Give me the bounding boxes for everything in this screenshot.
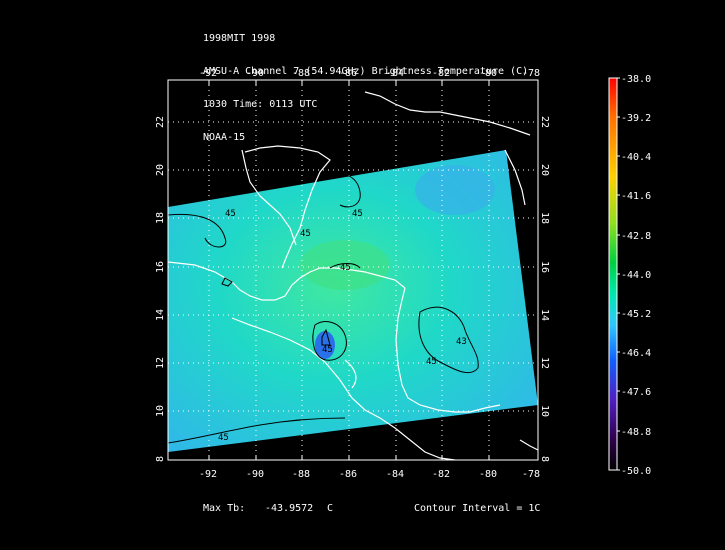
contour-label: 45: [426, 357, 437, 367]
contour-label: 45: [340, 263, 351, 273]
header-line-2: AMSU-A Channel 7 (54.94GHz) Brightness T…: [203, 66, 529, 77]
colorbar-label: -44.0: [621, 270, 651, 281]
colorbar-strip: [608, 77, 618, 471]
lon-tick-label: -92: [199, 68, 217, 79]
map-frame: [167, 79, 539, 461]
lat-tick-label: 12: [155, 357, 166, 369]
contour-label: 45: [322, 345, 333, 355]
lon-labels-bottom: -92 -90 -88 -86 -84 -82 -80 -78: [199, 469, 540, 480]
lon-tick-label: -82: [432, 68, 450, 79]
colorbar-label: -48.8: [621, 427, 651, 438]
contour-label: 45: [218, 433, 229, 443]
max-tb-value: -43.9572: [265, 503, 314, 514]
colorbar-label: -42.8: [621, 231, 651, 242]
lon-tick-label: -88: [292, 469, 310, 480]
contour-label: 43: [456, 337, 467, 347]
lon-tick-label: -78: [522, 68, 540, 79]
data-swath: [168, 150, 538, 452]
contour-label: 45: [225, 209, 236, 219]
lat-tick-label: 16: [155, 261, 166, 273]
contour-label-group: 45 45 45 45 45 45 45 43: [218, 209, 467, 443]
map-header: 1998MIT 1998 AMSU-A Channel 7 (54.94GHz)…: [203, 11, 528, 154]
lon-tick-label: -84: [386, 68, 404, 79]
colorbar-label: -45.2: [621, 309, 651, 320]
colorbar-label: -50.0: [621, 466, 651, 477]
lat-tick-label: 12: [539, 357, 550, 369]
max-tb-unit: C: [327, 503, 334, 514]
lon-tick-label: -88: [292, 68, 310, 79]
lat-tick-label: 18: [539, 212, 550, 224]
lon-labels-top: -92 -90 -88 -86 -84 -82 -80 -78: [199, 68, 540, 79]
lat-tick-label: 10: [155, 405, 166, 417]
lon-tick-label: -78: [522, 469, 540, 480]
lon-tick-label: -86: [339, 469, 357, 480]
contour-label: 45: [352, 209, 363, 219]
colorbar-label: -47.6: [621, 387, 651, 398]
lat-tick-label: 14: [539, 309, 550, 321]
lon-tick-label: -90: [246, 469, 264, 480]
lon-tick-label: -92: [199, 469, 217, 480]
contour-interval: Contour Interval = 1C: [414, 503, 541, 514]
lat-tick-label: 10: [539, 405, 550, 417]
colorbar-label: -38.0: [621, 74, 651, 85]
tick-marks: [208, 80, 490, 460]
lat-labels-left: 8 10 12 14 16 18 20 22: [155, 116, 166, 462]
max-tb-label: Max Tb:: [203, 503, 246, 514]
lat-tick-label: 22: [155, 116, 166, 128]
lon-tick-label: -80: [479, 68, 497, 79]
colorbar-label: -46.4: [621, 348, 651, 359]
header-line-4: NOAA-15: [203, 132, 246, 143]
lat-tick-label: 22: [539, 116, 550, 128]
lon-tick-label: -90: [246, 68, 264, 79]
header-line-1: 1998MIT 1998: [203, 33, 276, 44]
colorbar: -38.0 -39.2 -40.4 -41.6 -42.8 -44.0 -45.…: [608, 74, 651, 477]
lat-tick-label: 8: [155, 456, 166, 462]
lat-tick-label: 14: [155, 309, 166, 321]
colorbar-label: -40.4: [621, 152, 651, 163]
contour-lines: [168, 173, 479, 444]
lon-tick-label: -86: [339, 68, 357, 79]
colorbar-label: -41.6: [621, 191, 651, 202]
contour-label: 45: [300, 229, 311, 239]
header-line-3: 1030 Time: 0113 UTC: [203, 99, 318, 110]
lat-tick-label: 20: [155, 164, 166, 176]
lon-tick-label: -80: [479, 469, 497, 480]
colorbar-ticks: [617, 77, 620, 471]
lat-tick-label: 16: [539, 261, 550, 273]
colorbar-label: -39.2: [621, 113, 651, 124]
lat-labels-right: 8 10 12 14 16 18 20 22: [539, 116, 550, 462]
coastlines: [168, 91, 538, 460]
lon-tick-label: -82: [432, 469, 450, 480]
lat-tick-label: 20: [539, 164, 550, 176]
lat-tick-label: 8: [539, 456, 550, 462]
lat-tick-label: 18: [155, 212, 166, 224]
lon-tick-label: -84: [386, 469, 404, 480]
